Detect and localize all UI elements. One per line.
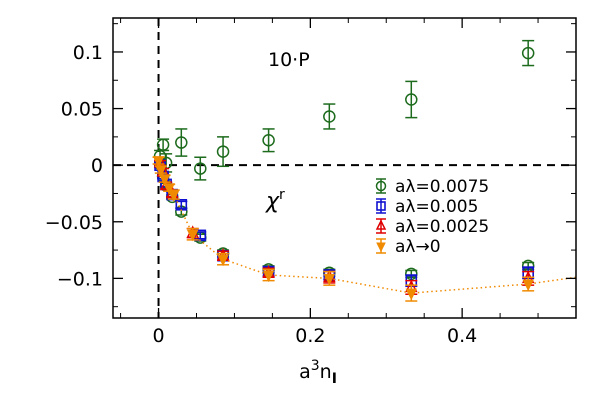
x-axis-label-main: a bbox=[299, 361, 311, 383]
data-point bbox=[521, 46, 535, 60]
data-point bbox=[405, 288, 418, 301]
series-line bbox=[157, 160, 576, 294]
x-tick-label: 0.4 bbox=[447, 325, 477, 347]
annotation-chi-sup: r bbox=[279, 187, 285, 203]
legend-marker bbox=[375, 180, 387, 192]
data-point bbox=[167, 190, 180, 202]
data-point bbox=[155, 165, 167, 177]
data-point bbox=[323, 110, 336, 123]
data-point bbox=[194, 162, 207, 175]
legend-item: aλ=0.0075 bbox=[375, 177, 489, 197]
data-point bbox=[217, 254, 229, 267]
legend-label: aλ=0.005 bbox=[395, 197, 478, 217]
data-point bbox=[152, 156, 165, 168]
data-point bbox=[156, 138, 170, 152]
annotation-10p: 10·P bbox=[268, 49, 310, 71]
x-axis-label-sub: I bbox=[332, 371, 337, 387]
x-axis-label: a3nI bbox=[299, 358, 337, 387]
reference-lines bbox=[113, 18, 576, 318]
data-point bbox=[262, 134, 275, 147]
x-axis-label-rest: n bbox=[320, 361, 332, 383]
data-point bbox=[405, 93, 418, 106]
data-point bbox=[158, 174, 171, 186]
x-tick-label: 0 bbox=[152, 325, 164, 347]
legend-marker bbox=[376, 242, 386, 253]
series-0 bbox=[153, 39, 535, 181]
y-tick-label: 0.05 bbox=[61, 99, 103, 121]
data-point bbox=[522, 279, 534, 292]
annotation-chi-r: χr bbox=[265, 187, 285, 214]
axes-frame: 0 0.2 0.4 0.1 0.05 0 −0.05 −0.1 bbox=[45, 17, 577, 347]
legend-label: aλ=0.0075 bbox=[395, 177, 489, 197]
y-tick-label: −0.1 bbox=[57, 268, 103, 290]
x-tick-label: 0.2 bbox=[295, 325, 325, 347]
legend-item: aλ→0 bbox=[376, 237, 441, 257]
data-point bbox=[175, 136, 188, 149]
series-4 bbox=[152, 156, 576, 302]
legend-item: aλ=0.005 bbox=[376, 197, 478, 217]
data-point bbox=[163, 183, 175, 195]
legend-item: aλ=0.0025 bbox=[375, 217, 489, 237]
data-point bbox=[262, 270, 275, 283]
series-layer bbox=[152, 39, 576, 302]
data-point bbox=[323, 273, 336, 286]
y-tick-label: −0.05 bbox=[45, 212, 103, 234]
data-point bbox=[216, 145, 230, 158]
y-tick-label: 0.1 bbox=[73, 42, 103, 64]
legend-label: aλ→0 bbox=[395, 237, 441, 257]
legend-marker bbox=[376, 201, 386, 211]
plot-border bbox=[112, 17, 577, 319]
annotation-chi: χ bbox=[265, 189, 280, 214]
legend-marker bbox=[375, 219, 387, 230]
y-tick-label: 0 bbox=[91, 155, 103, 177]
x-axis-label-sup: 3 bbox=[311, 358, 320, 374]
legend-label: aλ=0.0025 bbox=[395, 217, 489, 237]
data-point bbox=[186, 229, 199, 242]
